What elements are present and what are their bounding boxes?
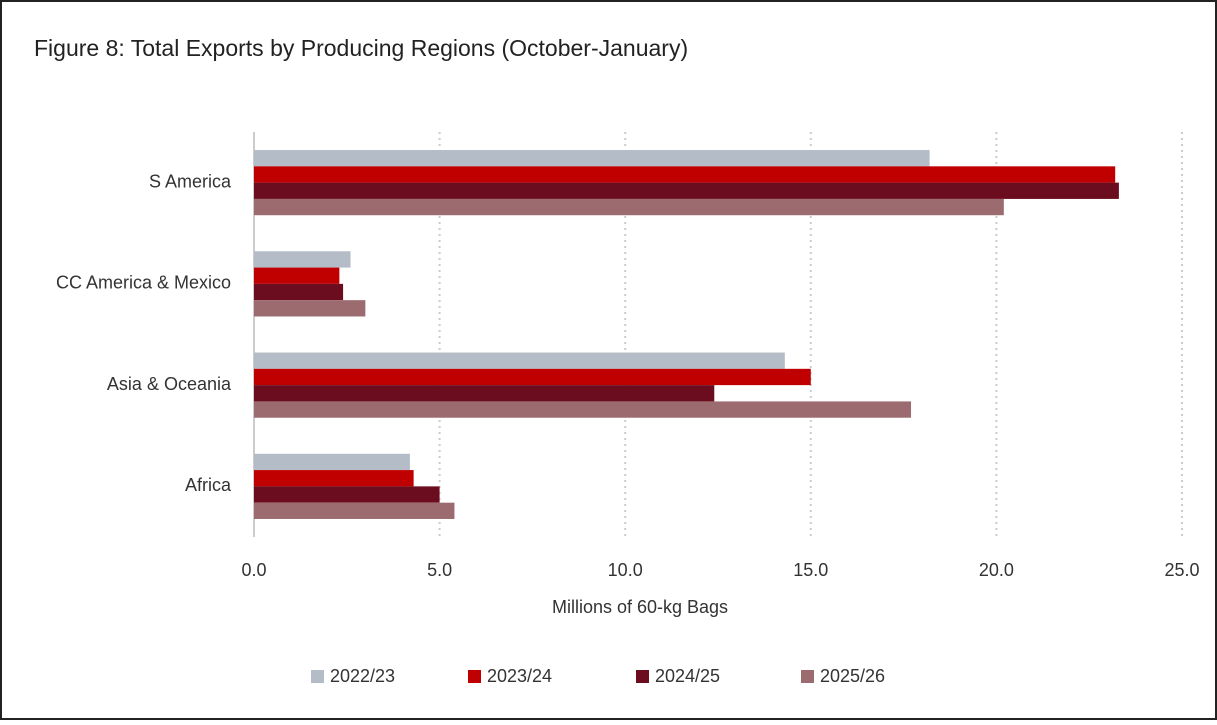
legend-label: 2024/25 [655,666,720,686]
bar [254,470,414,487]
bar [254,300,366,317]
legend-swatch [801,670,814,683]
bar [254,486,440,503]
x-tick-label: 5.0 [427,560,452,580]
bar [254,182,1119,199]
x-tick-label: 20.0 [979,560,1014,580]
bar [254,150,930,167]
y-tick-label: Africa [185,475,232,495]
y-tick-label: CC America & Mexico [56,273,231,293]
bar [254,267,340,284]
y-tick-label: S America [149,171,232,191]
x-tick-label: 10.0 [608,560,643,580]
legend-label: 2022/23 [330,666,395,686]
x-tick-label: 15.0 [793,560,828,580]
bar [254,368,811,386]
bar [254,385,715,402]
legend-label: 2023/24 [487,666,552,686]
legend-label: 2025/26 [820,666,885,686]
bar [254,502,455,519]
bar [254,166,1116,183]
legend-swatch [311,670,324,683]
legend-swatch [636,670,649,683]
bar [254,352,785,369]
x-tick-label: 25.0 [1164,560,1199,580]
y-tick-label: Asia & Oceania [107,374,232,394]
legend-swatch [468,670,481,683]
chart-title: Figure 8: Total Exports by Producing Reg… [34,35,688,61]
bar [254,401,912,418]
x-tick-label: 0.0 [241,560,266,580]
x-axis-label: Millions of 60-kg Bags [552,597,728,617]
bar [254,283,344,301]
bar [254,453,410,471]
bar [254,251,351,268]
bar [254,198,1004,216]
